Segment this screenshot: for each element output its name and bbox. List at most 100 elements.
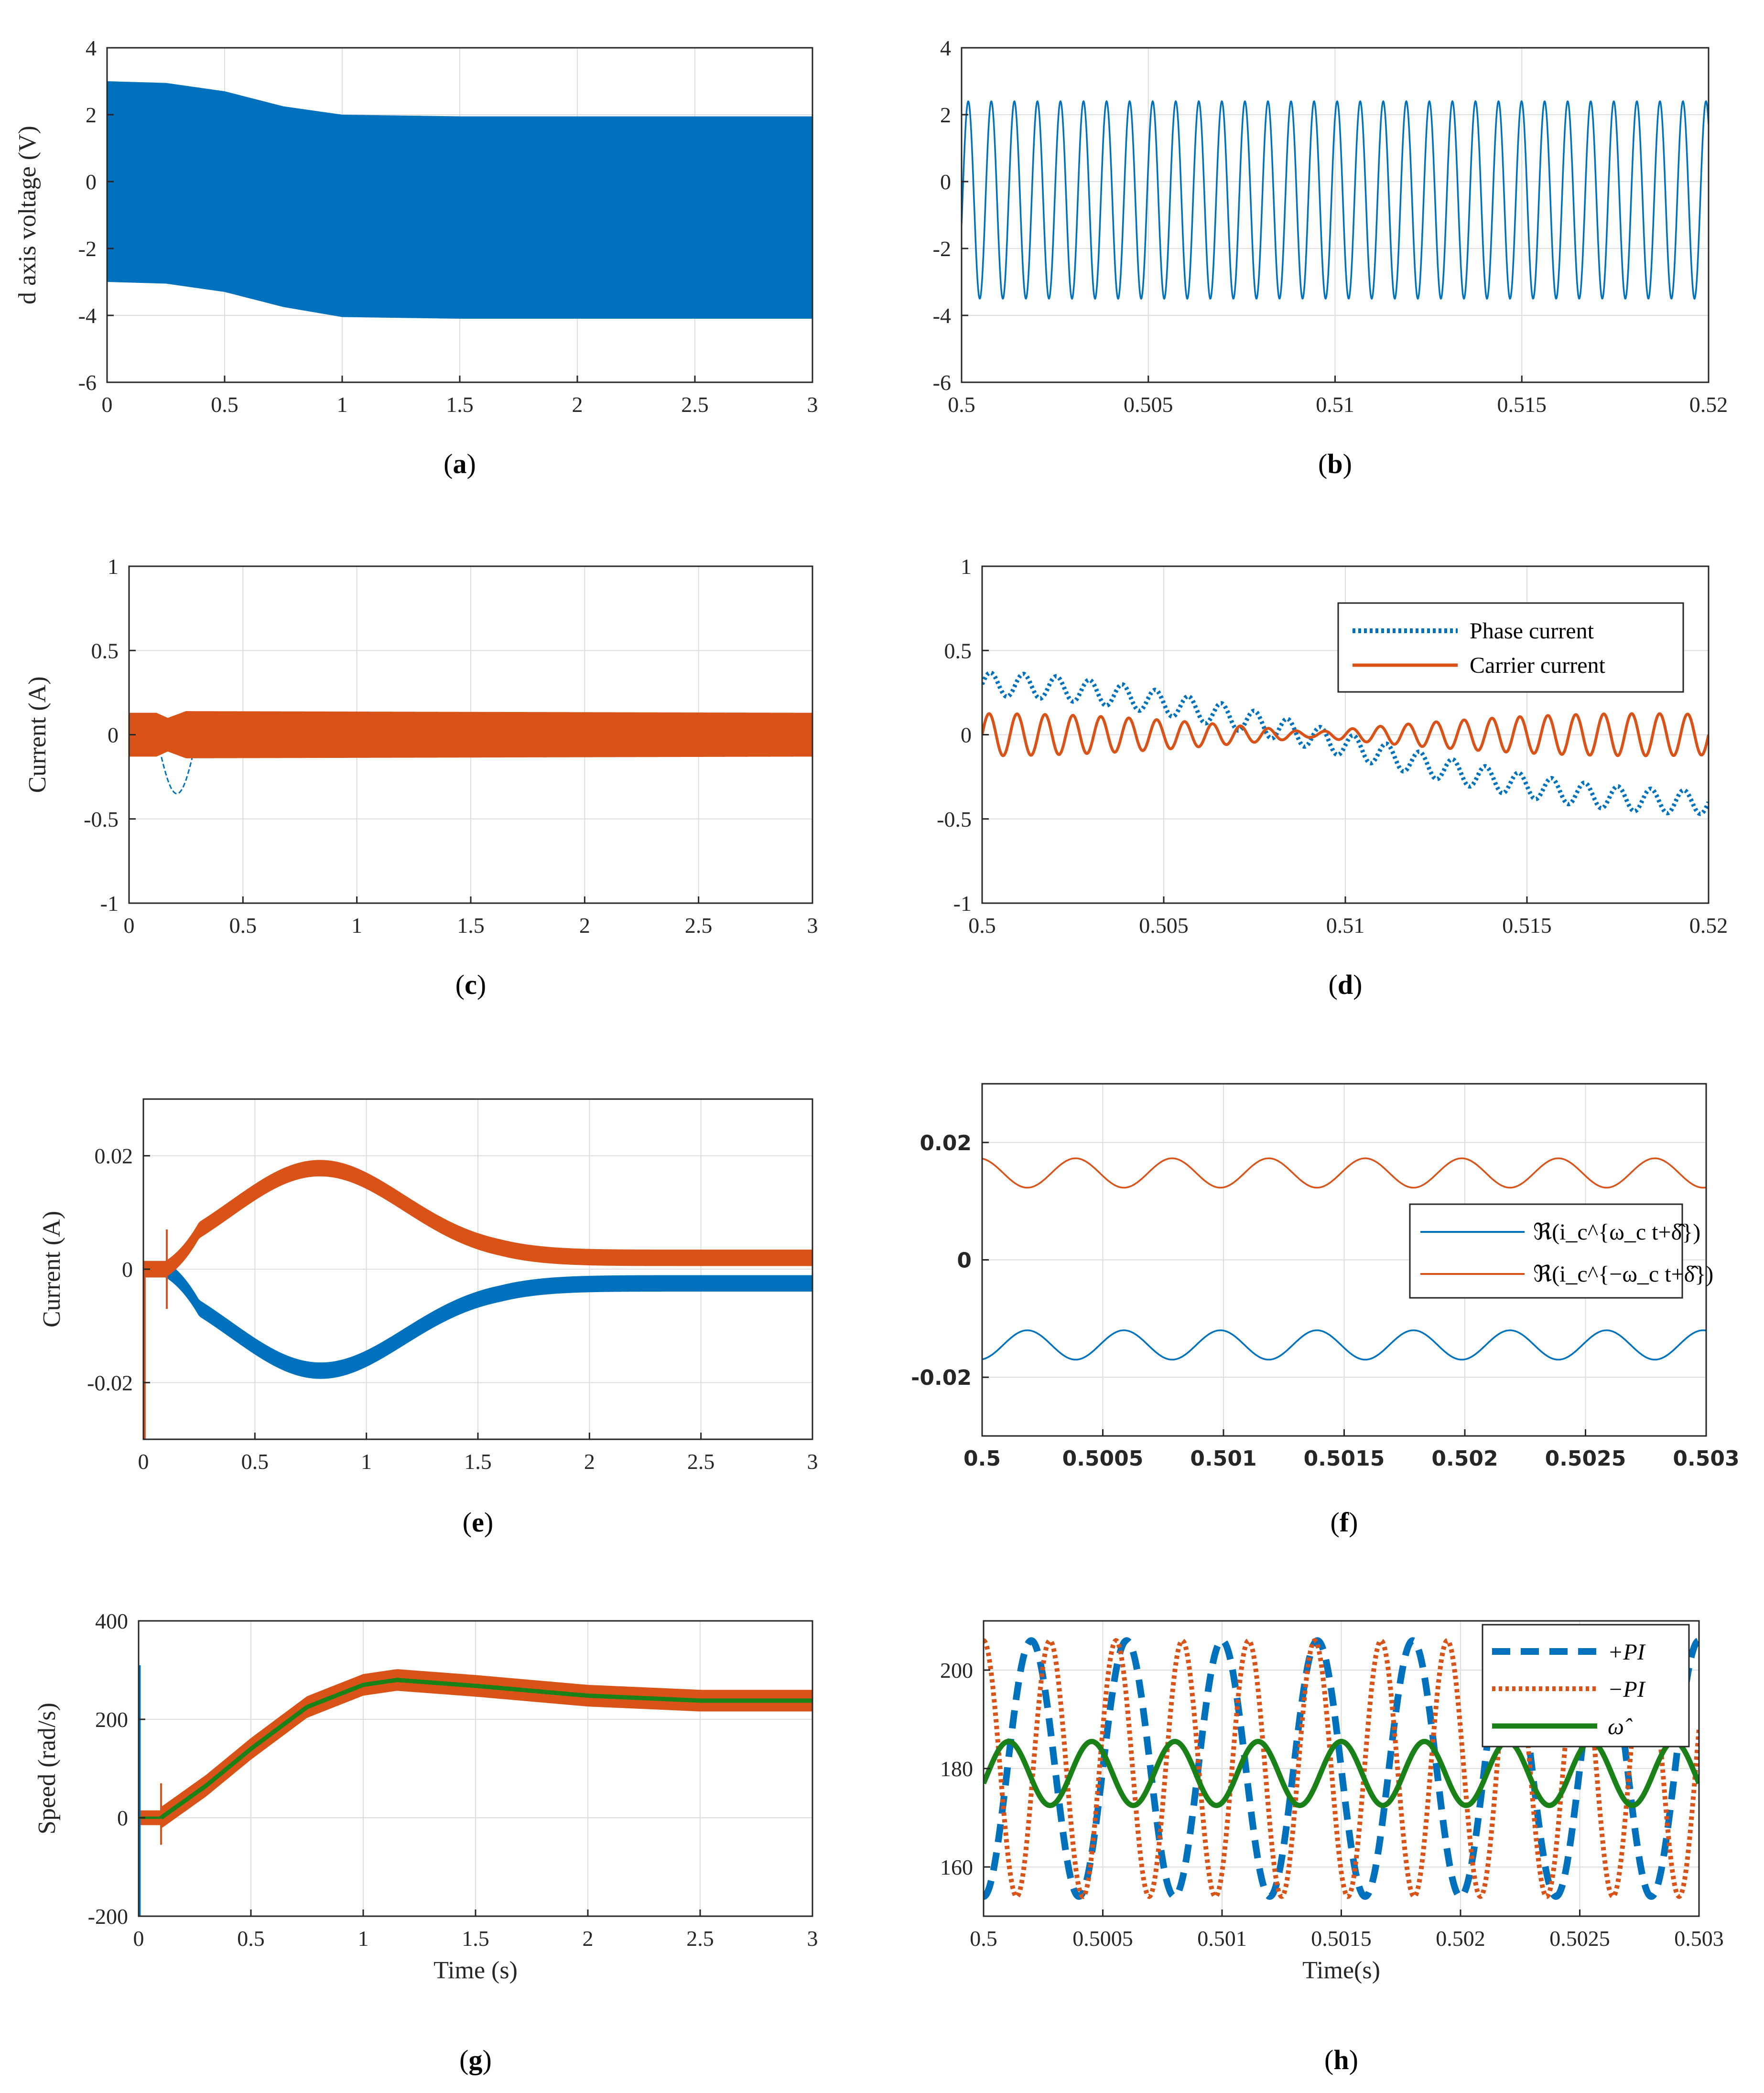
y-tick-label: 4 xyxy=(86,36,97,60)
x-tick-label: 0.5 xyxy=(229,913,257,938)
x-tick-label: 0.5015 xyxy=(1304,1446,1385,1471)
x-tick-label: 0.505 xyxy=(1124,392,1173,417)
y-tick-label: -2 xyxy=(933,237,951,261)
carrier-current-line xyxy=(982,712,1709,757)
panel-caption: (c) xyxy=(455,969,486,1000)
panel-caption: (a) xyxy=(444,448,476,479)
plot-area-a xyxy=(107,81,812,319)
legend: Phase current Carrier current xyxy=(1337,602,1684,693)
x-tick-label: 0.5 xyxy=(963,1446,1001,1471)
panel-caption: (h) xyxy=(1324,2044,1358,2075)
x-tick-label: 0 xyxy=(138,1449,149,1474)
panel-a: 0 0.5 1 1.5 2 2.5 3 4 2 0 -2 -4 -6 d axis voltage (V)… xyxy=(14,36,818,479)
x-tick-label: 0.503 xyxy=(1673,1446,1739,1471)
y-tick-label: -1 xyxy=(100,891,119,916)
x-tick-label: 0 xyxy=(124,913,135,938)
panel-h: 0.5 0.5005 0.501 0.5015 0.502 0.5025 0.503 200 1… xyxy=(940,1620,1724,2075)
x-tick-label: 0.501 xyxy=(1190,1446,1256,1471)
y-tick-label: 200 xyxy=(940,1658,973,1683)
y-tick-label: 160 xyxy=(940,1855,973,1879)
y-tick-label: -0.02 xyxy=(911,1366,972,1390)
x-tick-label: 0 xyxy=(102,392,113,417)
x-tick-label: 0.5 xyxy=(970,1926,997,1951)
x-tick-label: 1 xyxy=(337,392,348,417)
x-tick-label: 0.5025 xyxy=(1545,1446,1626,1471)
x-tick-label: 0.515 xyxy=(1497,392,1547,417)
panel-e: 0 0.5 1 1.5 2 2.5 3 0.02 0 -0.02 Current (A) (e) xyxy=(38,1098,818,1538)
y-tick-label: 1 xyxy=(961,554,972,579)
series-line-0 xyxy=(982,1329,1706,1361)
panel-caption: (g) xyxy=(459,2044,492,2075)
x-tick-label: 1.5 xyxy=(464,1449,492,1474)
y-tick-label: -6 xyxy=(78,370,97,395)
y-tick-label: -200 xyxy=(88,1904,128,1929)
x-tick-label: 0.5005 xyxy=(1062,1446,1144,1471)
y-tick-label: -4 xyxy=(933,303,951,328)
x-tick-label: 2 xyxy=(583,1926,594,1951)
plot-area-e xyxy=(143,1160,812,1439)
y-tick-label: 0.02 xyxy=(95,1144,133,1168)
negative-sequence-band xyxy=(143,1160,812,1278)
x-tick-label: 1.5 xyxy=(457,913,485,938)
y-tick-label: 180 xyxy=(940,1757,973,1781)
x-tick-label: 1 xyxy=(361,1449,372,1474)
x-tick-label: 0.5 xyxy=(948,392,975,417)
x-tick-label: 0.52 xyxy=(1689,392,1728,417)
y-tick-label: -0.5 xyxy=(937,807,972,831)
x-tick-label: 2.5 xyxy=(687,1449,715,1474)
plot-area-f xyxy=(982,1157,1706,1361)
x-tick-label: 0.5 xyxy=(211,392,238,417)
x-tick-label: 0.503 xyxy=(1674,1926,1724,1951)
plot-area-b xyxy=(962,100,1709,300)
y-tick-label: 0 xyxy=(117,1806,128,1830)
positive-sequence-band xyxy=(143,1261,812,1379)
y-axis-label: Current (A) xyxy=(38,1211,65,1327)
x-tick-label: 0.5015 xyxy=(1311,1926,1372,1951)
phase-current-line xyxy=(982,670,1709,816)
x-tick-label: 2.5 xyxy=(686,1926,714,1951)
x-tick-label: 0.502 xyxy=(1431,1446,1498,1471)
legend-label: Phase current xyxy=(1470,618,1594,644)
legend-label: +PI xyxy=(1608,1640,1646,1665)
x-tick-label: 0.515 xyxy=(1502,913,1552,938)
y-tick-label: 0 xyxy=(940,170,951,194)
y-axis-label: Current (A) xyxy=(24,676,51,793)
plot-area-h xyxy=(984,1637,1699,1900)
series-line-2 xyxy=(984,1738,1699,1808)
x-tick-label: 3 xyxy=(807,1926,818,1951)
legend: +PI−PIω̂ xyxy=(1482,1624,1690,1748)
y-tick-label: -0.5 xyxy=(84,807,119,831)
y-axis-label: Speed (rad/s) xyxy=(33,1703,61,1834)
legend-label: ℜ(i_c^{−ω_c t+δ̂}) xyxy=(1533,1262,1713,1287)
x-tick-label: 0.5025 xyxy=(1549,1926,1610,1951)
x-tick-label: 0.5 xyxy=(237,1926,265,1951)
voltage-band xyxy=(107,81,812,319)
plot-area-d xyxy=(982,670,1709,816)
x-tick-label: 3 xyxy=(807,913,818,938)
y-tick-label: -1 xyxy=(953,891,972,916)
y-tick-label: 0 xyxy=(122,1257,133,1282)
x-tick-label: 2 xyxy=(572,392,583,417)
y-tick-label: 1 xyxy=(108,554,119,579)
x-tick-label: 3 xyxy=(807,392,818,417)
panel-caption: (f) xyxy=(1331,1507,1358,1538)
estimated-speed-line xyxy=(160,1678,812,1820)
series-line-1 xyxy=(984,1638,1699,1899)
y-tick-label: 2 xyxy=(86,103,97,127)
legend-label: ℜ(i_c^{ω_c t+δ̂}) xyxy=(1533,1219,1700,1245)
x-tick-label: 0.501 xyxy=(1197,1926,1247,1951)
series-line-1 xyxy=(982,1157,1706,1189)
panel-d: 0.5 0.505 0.51 0.515 0.52 1 0.5 0 -0.5 -1 (d) xyxy=(937,554,1728,1000)
panel-c: 0 0.5 1 1.5 2 2.5 3 1 0.5 0 -0.5 -1 Current (A) (c) xyxy=(24,554,818,1000)
x-tick-label: 0.52 xyxy=(1689,913,1728,938)
y-tick-label: 400 xyxy=(95,1609,128,1633)
panel-caption: (d) xyxy=(1329,969,1363,1000)
x-tick-label: 0.5 xyxy=(968,913,996,938)
y-tick-label: 4 xyxy=(940,36,951,60)
y-tick-label: 2 xyxy=(940,103,951,127)
y-tick-label: 0 xyxy=(108,723,119,747)
x-axis-label: Time(s) xyxy=(1302,1957,1380,1984)
y-tick-label: 0.5 xyxy=(91,638,119,663)
panel-b: 0.5 0.505 0.51 0.515 0.52 4 2 0 -2 -4 -6 (b) xyxy=(933,36,1728,479)
